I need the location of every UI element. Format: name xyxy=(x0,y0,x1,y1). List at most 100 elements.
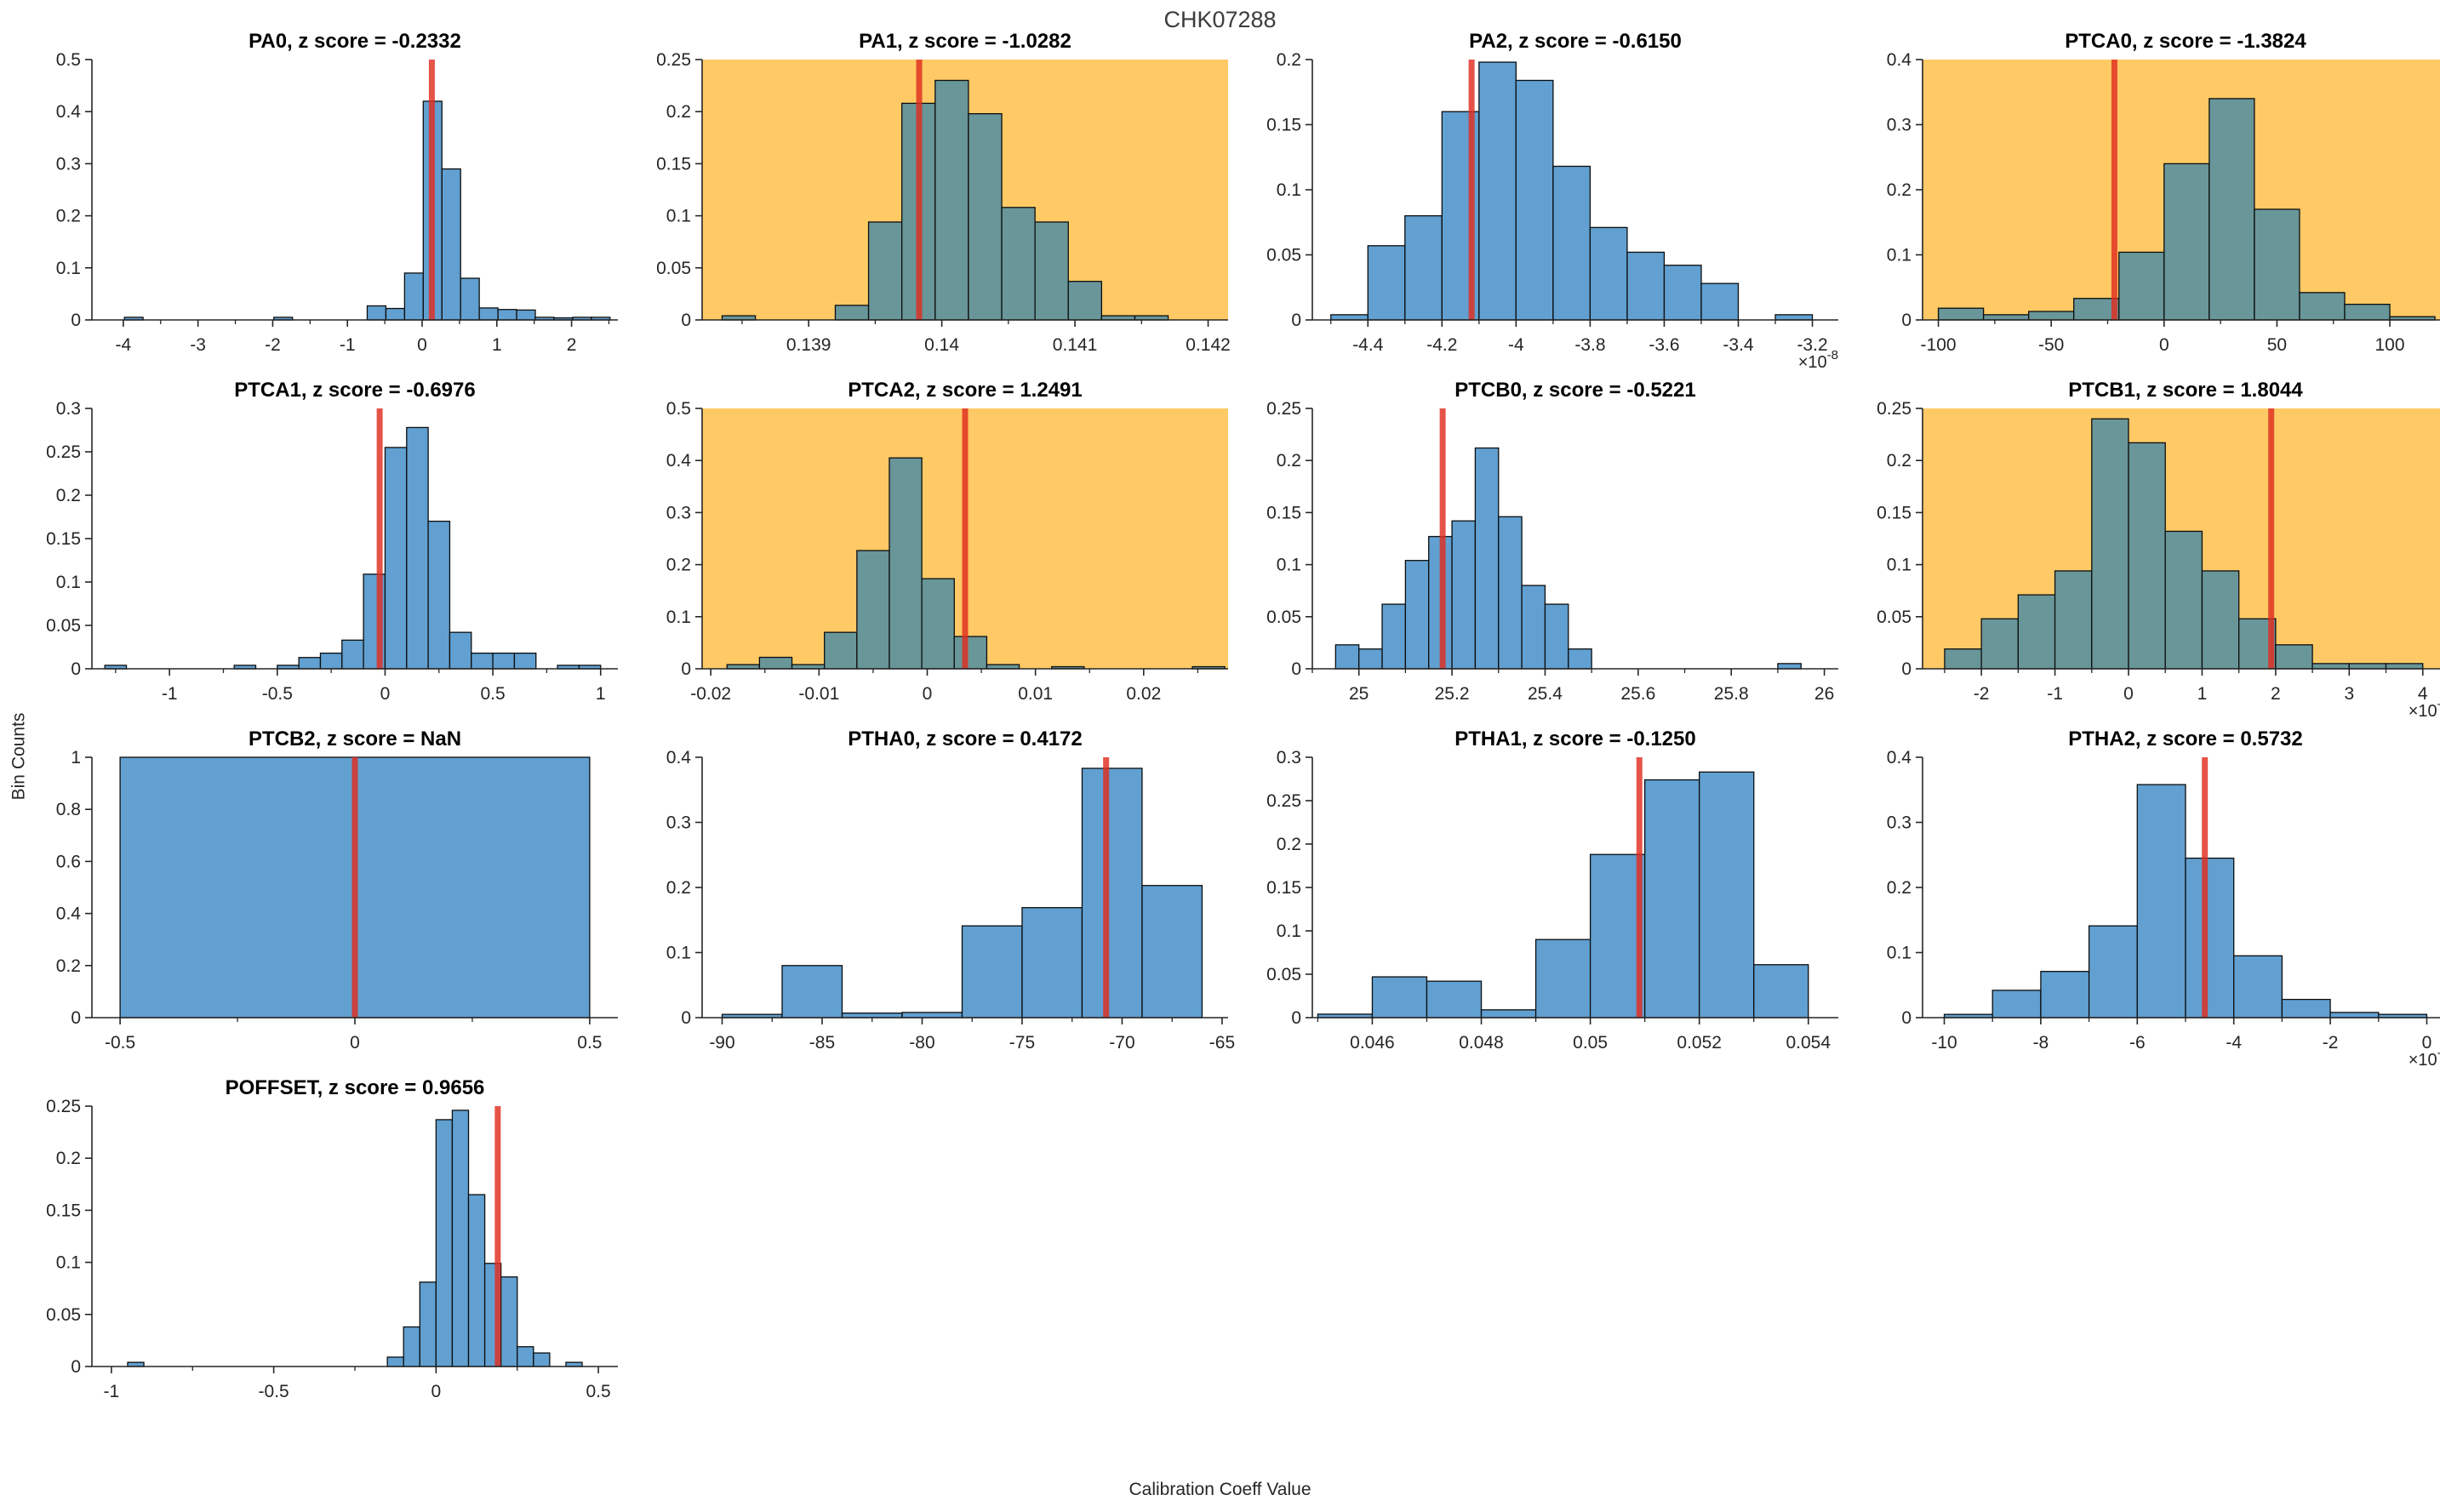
subplot-PA1: 0.139 0.14 0.141 0.142 0 0.05 0.1 0.15 0.2 0.25 PA… xyxy=(634,20,1240,373)
subplot-svg-PA1: 0.139 0.14 0.141 0.142 0 0.05 0.1 0.15 0.2 0.25 PA… xyxy=(656,30,1231,355)
histogram-bar xyxy=(1544,603,1569,670)
histogram-bar xyxy=(1081,767,1143,1018)
y-tick-label: 0.4 xyxy=(1887,50,1912,70)
histogram-bar xyxy=(441,168,461,321)
x-tick-label: 0 xyxy=(350,1033,360,1053)
histogram-bar xyxy=(1141,885,1203,1018)
y-tick-label: 0 xyxy=(1901,659,1911,679)
histogram-bar xyxy=(1753,964,1809,1018)
y-tick-label: 0.2 xyxy=(56,486,81,505)
x-tick-label: -2 xyxy=(2323,1033,2339,1053)
y-tick-label: 0.2 xyxy=(666,556,691,575)
histogram-bar xyxy=(497,309,517,321)
x-tick-label: 0.046 xyxy=(1350,1033,1395,1053)
y-tick-label: 0.4 xyxy=(666,748,692,767)
histogram-bar xyxy=(516,309,536,321)
y-tick-label: 0.1 xyxy=(666,608,691,627)
x-tick-label: -100 xyxy=(1921,335,1957,355)
histogram-bar xyxy=(1021,907,1083,1018)
x-tick-label: 0 xyxy=(923,684,933,704)
histogram-bar xyxy=(1944,648,1982,670)
x-tick-label: 0 xyxy=(380,684,391,704)
x-tick-label: 0.5 xyxy=(577,1033,602,1053)
histogram-bar xyxy=(1474,447,1500,670)
x-tick-label: -6 xyxy=(2129,1033,2146,1053)
histogram-bar xyxy=(460,277,480,321)
y-tick-label: 0.15 xyxy=(1877,503,1911,522)
y-tick-label: 1 xyxy=(71,748,81,767)
x-tick-label: -65 xyxy=(1209,1033,1235,1053)
histogram-bar xyxy=(1626,251,1666,321)
subplot-svg-POFFSET: -1 -0.5 0 0.5 0 0.05 0.1 0.15 0.2 0.25 POFFSET, z … xyxy=(46,1076,618,1401)
y-tick-label: 0.4 xyxy=(56,904,82,924)
y-tick-label: 0.15 xyxy=(46,529,81,549)
y-tick-label: 0.15 xyxy=(1266,116,1301,135)
y-tick-label: 0.6 xyxy=(56,852,81,871)
histogram-bar xyxy=(384,447,408,670)
x-tick-label: -8 xyxy=(2033,1033,2049,1053)
y-tick-label: 0.1 xyxy=(666,207,691,226)
y-tick-label: 0.2 xyxy=(56,207,81,226)
x-tick-label: -4 xyxy=(116,335,132,355)
x-tick-label: 0 xyxy=(431,1382,442,1401)
histogram-bar xyxy=(921,578,955,670)
y-tick-label: 0.3 xyxy=(666,503,691,522)
x-tick-label: -0.5 xyxy=(259,1382,289,1401)
y-tick-label: 0.15 xyxy=(1266,503,1301,522)
x-tick-label: -3.4 xyxy=(1723,335,1754,355)
histogram-bar xyxy=(467,1194,486,1367)
x-tick-label: 0.048 xyxy=(1459,1033,1504,1053)
x-tick-label: 0.052 xyxy=(1677,1033,1722,1053)
y-tick-label: 0.05 xyxy=(46,1305,81,1325)
histogram-bar xyxy=(1552,165,1591,321)
histogram-bar xyxy=(1034,221,1069,321)
x-tick-label: 0.02 xyxy=(1126,684,1161,704)
y-tick-label: 0.05 xyxy=(1266,965,1301,984)
histogram-bar xyxy=(1498,516,1523,670)
y-tick-label: 0 xyxy=(681,1008,691,1028)
x-tick-label: -1 xyxy=(104,1382,120,1401)
x-tick-label: -4 xyxy=(1508,335,1524,355)
y-tick-label: 0 xyxy=(1901,311,1911,330)
histogram-bar xyxy=(2118,251,2165,321)
y-tick-label: 0.05 xyxy=(1266,608,1301,627)
histogram-bar xyxy=(1982,314,2030,321)
histogram-bar xyxy=(1699,771,1755,1018)
x-tick-label: 26 xyxy=(1814,684,1834,704)
histogram-bar xyxy=(1991,990,2042,1018)
subplot-svg-PTHA2: -10 -8 -6 -4 -2 0 0 0.1 0.2 0.3 0.4 PTHA2, z score … xyxy=(1887,727,2440,1070)
x-tick-label: -10 xyxy=(1931,1033,1957,1053)
histogram-bar xyxy=(427,520,451,670)
subplot-PTHA2: -10 -8 -6 -4 -2 0 0 0.1 0.2 0.3 0.4 PTHA2, z score … xyxy=(1854,718,2440,1070)
x-tick-label: -0.01 xyxy=(798,684,839,704)
y-tick-label: 0.2 xyxy=(1277,50,1301,70)
x-axis-label: Calibration Coeff Value xyxy=(1129,1480,1311,1499)
histogram-bar xyxy=(513,652,537,670)
histogram-bar xyxy=(478,307,499,321)
subplot-title: PA1, z score = -1.0282 xyxy=(859,30,1071,53)
subplot-svg-PTCA1: -1 -0.5 0 0.5 1 0 0.05 0.1 0.15 0.2 0.25 0.3 PTCA1, … xyxy=(46,379,618,704)
x-tick-label: 0.054 xyxy=(1786,1033,1831,1053)
x-axis-exponent-label: ×10-7 xyxy=(2409,1046,2440,1070)
histogram-bar xyxy=(2091,418,2129,670)
x-tick-label: 0.14 xyxy=(924,335,959,355)
histogram-bar xyxy=(1404,560,1430,670)
histogram-bar xyxy=(1001,207,1036,321)
y-tick-label: 0.3 xyxy=(56,399,81,419)
y-tick-label: 0.05 xyxy=(46,616,81,636)
histogram-bar xyxy=(2311,663,2350,670)
histogram-bar xyxy=(1521,585,1546,670)
histogram-bar xyxy=(2128,442,2166,670)
y-tick-label: 0.1 xyxy=(1277,921,1301,941)
histogram-bar xyxy=(385,307,406,321)
y-tick-label: 0.1 xyxy=(1887,556,1911,575)
subplot-title: PTCB0, z score = -0.5221 xyxy=(1454,379,1695,402)
x-tick-label: -2 xyxy=(265,335,281,355)
histogram-bar xyxy=(1777,663,1802,670)
histogram-bar xyxy=(1568,648,1592,670)
x-tick-label: 0.01 xyxy=(1018,684,1053,704)
subplot-title: PTCA0, z score = -1.3824 xyxy=(2065,30,2306,53)
subplot-svg-PA0: -4 -3 -2 -1 0 1 2 0 0.1 0.2 0.3 0.4 0.5 PA0, z score … xyxy=(56,30,618,355)
histogram-bar xyxy=(471,652,494,670)
